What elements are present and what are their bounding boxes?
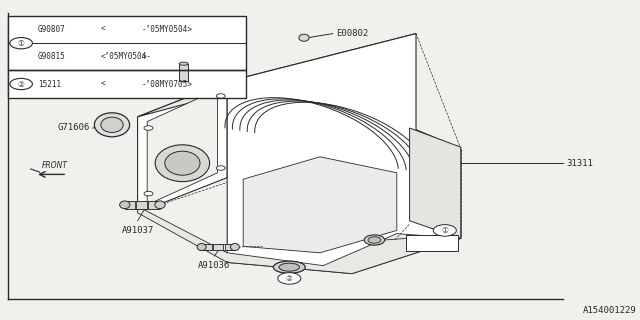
Polygon shape [243,157,397,253]
Text: A91036: A91036 [198,261,230,270]
Text: >: > [142,52,147,61]
Ellipse shape [216,166,225,170]
Text: <’05MY0504-: <’05MY0504- [100,52,151,61]
Text: 15211: 15211 [38,79,61,89]
Text: G90815: G90815 [38,52,65,61]
Circle shape [10,37,33,49]
Ellipse shape [299,34,309,41]
Ellipse shape [179,62,188,65]
Bar [8,43,246,70]
Ellipse shape [144,191,153,196]
Ellipse shape [368,237,381,243]
Text: E00802: E00802 [336,29,368,38]
Text: -’08MY0705>: -’08MY0705> [142,79,193,89]
Ellipse shape [144,126,153,130]
Text: -’05MY0504>: -’05MY0504> [142,25,193,34]
Bar [213,244,223,250]
Circle shape [433,225,456,236]
Polygon shape [138,82,227,213]
Polygon shape [138,206,461,274]
Ellipse shape [155,145,209,181]
Bar [225,244,235,250]
Text: <: < [100,25,105,34]
Bar [179,64,188,81]
Ellipse shape [101,117,123,132]
Text: ②: ② [18,79,24,89]
Ellipse shape [95,113,129,137]
Bar [125,201,135,209]
Ellipse shape [364,235,385,245]
Bar [148,201,158,209]
Bar [8,16,246,43]
Polygon shape [147,90,218,205]
Text: 31311: 31311 [566,159,593,168]
Polygon shape [138,34,416,117]
Bar [202,244,212,250]
Text: A154001229: A154001229 [583,306,637,315]
Text: 31325*B: 31325*B [419,244,457,252]
Text: ①: ① [442,226,448,235]
Ellipse shape [155,201,165,209]
Bar [8,70,246,98]
Bar [136,201,147,209]
Ellipse shape [230,244,239,251]
Circle shape [278,273,301,284]
Bar [406,235,458,251]
Bar [8,70,246,98]
Ellipse shape [273,261,305,273]
Text: <: < [100,79,105,89]
Text: G90807: G90807 [38,25,65,34]
Ellipse shape [279,263,300,271]
Text: G71606: G71606 [58,124,90,132]
Text: FRONT: FRONT [42,161,67,170]
Text: ②: ② [286,274,292,283]
Circle shape [10,78,33,90]
Bar [8,16,246,70]
Ellipse shape [197,244,206,251]
Ellipse shape [120,201,130,209]
Ellipse shape [216,94,225,98]
Polygon shape [410,128,461,238]
Text: A91037: A91037 [122,226,154,235]
Ellipse shape [165,151,200,175]
Polygon shape [227,34,461,274]
Text: ①: ① [18,39,24,48]
Text: 14066: 14066 [114,82,141,91]
